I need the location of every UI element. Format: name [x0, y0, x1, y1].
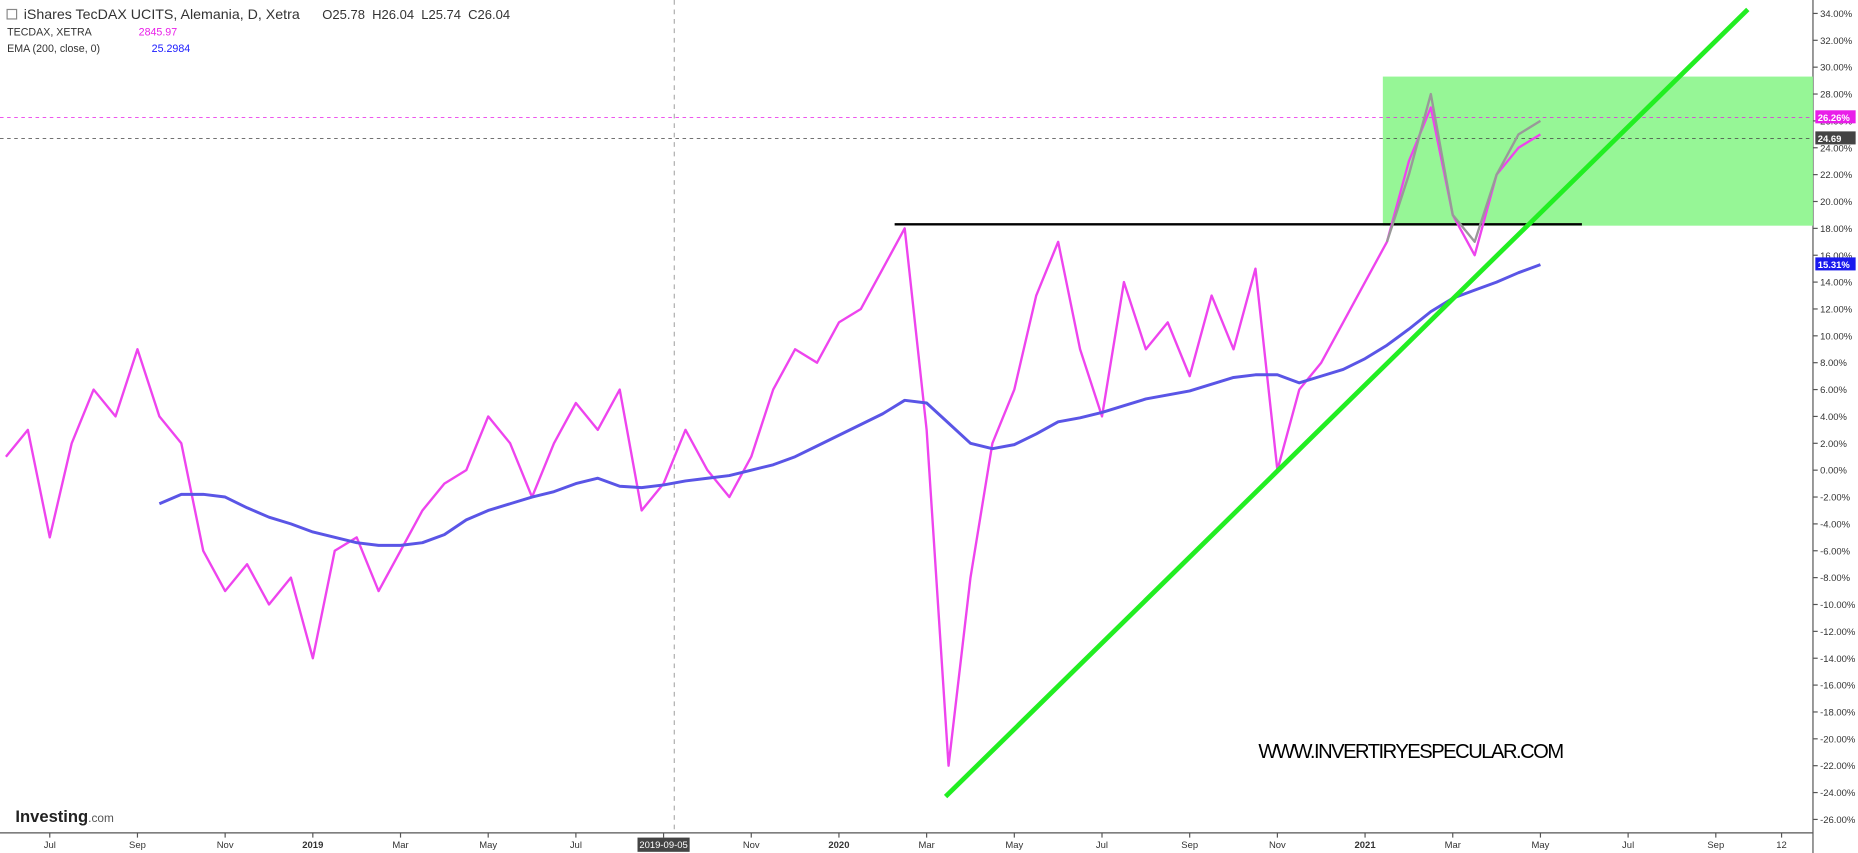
y-tick-label: -24.00%	[1820, 788, 1856, 799]
series	[5, 7, 1750, 799]
y-tick-label: 28.00%	[1820, 90, 1853, 101]
x-tick-label: Jul	[1622, 840, 1634, 851]
x-tick-label: Jul	[1096, 840, 1108, 851]
channel	[1382, 76, 1813, 226]
y-tick-label: -6.00%	[1820, 546, 1851, 557]
y-tick-label: -26.00%	[1820, 815, 1856, 826]
trendline	[943, 7, 1750, 799]
price-label-bg	[1815, 257, 1856, 271]
y-tick-label: -2.00%	[1820, 493, 1851, 504]
x-tick-label: Jul	[570, 840, 582, 851]
x-tick-label: Nov	[743, 840, 760, 851]
ohlc-value: L25.74	[421, 7, 461, 22]
y-tick-label: 12.00%	[1820, 305, 1853, 316]
y-tick-label: 30.00%	[1820, 63, 1853, 74]
legend-value: 25.2984	[152, 43, 191, 55]
x-tick-label: Jul	[44, 840, 56, 851]
y-tick-label: 32.00%	[1820, 36, 1853, 47]
y-tick-label: -12.00%	[1820, 627, 1856, 638]
y-tick-label: -8.00%	[1820, 573, 1851, 584]
y-tick-label: 22.00%	[1820, 170, 1853, 181]
y-tick-label: -20.00%	[1820, 734, 1856, 745]
y-tick-label: -22.00%	[1820, 761, 1856, 772]
price-label-bg	[1815, 131, 1856, 145]
x-tick-label: Mar	[392, 840, 408, 851]
title: iShares TecDAX UCITS, Alemania, D, Xetra	[24, 7, 300, 23]
x-tick-label: 2019-09-05	[639, 840, 687, 851]
y-tick-label: 6.00%	[1820, 385, 1847, 396]
x-tick-label: May	[1531, 840, 1549, 851]
y-tick-label: -14.00%	[1820, 654, 1856, 665]
x-tick-label: May	[1005, 840, 1023, 851]
y-tick-label: 10.00%	[1820, 331, 1853, 342]
x-tick-label: Mar	[918, 840, 934, 851]
series-line	[158, 263, 1541, 547]
x-tick-label: Nov	[217, 840, 234, 851]
price-label-bg	[1815, 110, 1856, 124]
y-tick-label: 0.00%	[1820, 466, 1847, 477]
ohlc-value: O25.78	[322, 7, 365, 22]
price-label: 15.31%	[1818, 260, 1851, 271]
logo-suffix: .com	[88, 811, 114, 825]
y-tick-label: 8.00%	[1820, 358, 1847, 369]
y-tick-label: -4.00%	[1820, 519, 1851, 530]
ohlc-value: C26.04	[468, 7, 510, 22]
logo-main: Investing	[15, 807, 88, 826]
y-tick-label: 34.00%	[1820, 9, 1853, 20]
x-tick-label: May	[479, 840, 497, 851]
x-tick-label: 2020	[828, 840, 849, 851]
x-tick-label: 2019	[302, 840, 323, 851]
ohlc: O25.78 H26.04 L25.74 C26.04	[322, 7, 510, 22]
price-label: 26.26%	[1818, 113, 1851, 124]
price-label: 24.69	[1818, 134, 1842, 145]
y-tick-label: 20.00%	[1820, 197, 1853, 208]
logo: Investing.com	[15, 807, 114, 826]
y-tick-label: 18.00%	[1820, 224, 1853, 235]
x-tick-label: Nov	[1269, 840, 1286, 851]
legend-name: TECDAX, XETRA	[7, 27, 93, 39]
legend-name: EMA (200, close, 0)	[7, 43, 100, 55]
annotations	[0, 0, 1813, 833]
y-tick-label: 24.00%	[1820, 143, 1853, 154]
crosshair-x-label-bg	[637, 837, 690, 852]
y-tick-label: 4.00%	[1820, 412, 1847, 423]
y-tick-label: 14.00%	[1820, 278, 1853, 289]
x-tick-label: Sep	[1707, 840, 1724, 851]
collapse-icon[interactable]	[6, 8, 18, 20]
y-tick-label: 2.00%	[1820, 439, 1847, 450]
y-tick-label: 16.00%	[1820, 251, 1853, 262]
x-tick-label: Sep	[129, 840, 146, 851]
x-tick-label: 12	[1776, 840, 1787, 851]
watermark: WWW.INVERTIRYESPECULAR.COM	[1258, 741, 1564, 763]
header: iShares TecDAX UCITS, Alemania, D, Xetra…	[6, 7, 510, 55]
y-tick-label: -10.00%	[1820, 600, 1856, 611]
series-line	[5, 106, 1542, 767]
y-tick-label: -18.00%	[1820, 708, 1856, 719]
x-tick-label: 2021	[1355, 840, 1376, 851]
y-tick-label: -16.00%	[1820, 681, 1856, 692]
ohlc-value: H26.04	[372, 7, 414, 22]
legend-value: 2845.97	[139, 27, 178, 39]
axes: -26.00% -24.00% -22.00% -20.00% -18.00% -16.0…	[44, 9, 1856, 852]
series-line	[1385, 92, 1542, 243]
x-tick-label: Sep	[1181, 840, 1198, 851]
x-tick-label: Mar	[1445, 840, 1461, 851]
